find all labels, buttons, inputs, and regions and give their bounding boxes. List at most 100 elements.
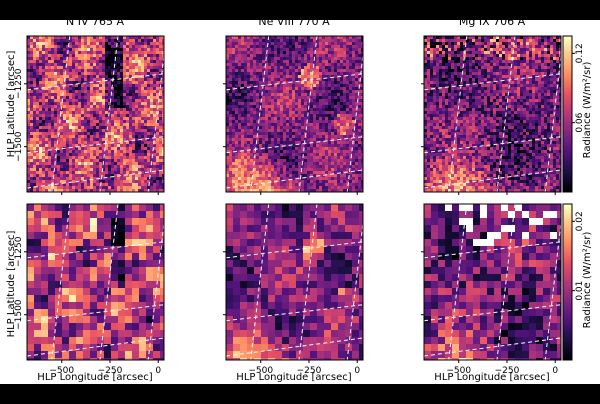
heat-cell [442,45,445,48]
heat-cell [358,96,361,99]
heat-cell [355,72,358,75]
heat-cell [316,129,319,132]
heat-cell [114,105,117,108]
heat-cell [289,147,292,150]
heat-cell [114,84,117,87]
heat-cell [126,117,129,120]
heat-cell [90,153,93,156]
heat-cell [289,180,292,183]
heat-cell [247,156,250,159]
heat-cell [69,159,72,162]
heat-cell [253,126,256,129]
heat-cell [30,162,33,165]
heat-cell [150,141,153,144]
heat-cell [259,48,262,51]
heat-cell [117,165,120,168]
heat-cell [292,54,295,57]
heat-cell [256,144,259,147]
heat-cell [304,69,307,72]
heat-cell [298,87,301,90]
heat-cell [156,174,159,177]
heat-cell [138,72,141,75]
heat-cell [69,153,72,156]
heat-cell [283,186,286,189]
heat-cell [111,57,114,60]
heat-cell [310,54,313,57]
heat-cell [334,108,337,111]
heat-cell [427,42,430,45]
heat-cell [81,129,84,132]
heat-cell [325,90,328,93]
heat-cell [45,60,48,63]
heat-cell [132,141,135,144]
heat-cell [280,78,283,81]
heat-cell [132,153,135,156]
heat-cell [129,111,132,114]
heat-cell [123,54,126,57]
heat-cell [265,141,268,144]
heat-cell [328,69,331,72]
heat-cell [51,39,54,42]
heat-cell [316,108,319,111]
heat-cell [138,87,141,90]
heat-cell [328,183,331,186]
heat-cell [295,87,298,90]
heat-cell [352,108,355,111]
heat-cell [33,114,36,117]
heat-cell [310,63,313,66]
heat-cell [54,144,57,147]
heat-cell [259,123,262,126]
heat-cell [265,171,268,174]
heat-cell [304,168,307,171]
heat-cell [81,63,84,66]
heat-cell [346,159,349,162]
heat-cell [280,57,283,60]
heat-cell [105,54,108,57]
heat-cell [229,57,232,60]
heat-cell [322,63,325,66]
heat-cell [304,186,307,189]
heat-cell [96,171,99,174]
heat-cell [337,180,340,183]
heat-cell [159,162,162,165]
heat-cell [337,48,340,51]
heat-cell [301,42,304,45]
heat-cell [229,72,232,75]
heat-cell [144,132,147,135]
heat-cell [72,153,75,156]
heat-cell [238,108,241,111]
heat-cell [42,102,45,105]
heat-cell [36,168,39,171]
heat-cell [123,42,126,45]
heat-cell [352,144,355,147]
heat-cell [247,51,250,54]
heat-cell [298,78,301,81]
heat-cell [114,72,117,75]
heat-cell [277,96,280,99]
heat-cell [316,93,319,96]
heat-cell [334,105,337,108]
heat-cell [238,69,241,72]
heat-cell [87,45,90,48]
heat-cell [81,93,84,96]
heat-cell [93,63,96,66]
heat-cell [247,168,250,171]
heat-cell [262,162,265,165]
heat-cell [138,78,141,81]
heat-cell [51,93,54,96]
heat-cell [328,84,331,87]
heat-cell [123,60,126,63]
heat-cell [235,54,238,57]
heat-cell [283,66,286,69]
heat-cell [328,144,331,147]
heat-cell [57,99,60,102]
heat-cell [69,117,72,120]
heat-cell [159,150,162,153]
colorbar-label-top: Radiance (W/m²/sr) [582,62,593,159]
heat-cell [298,162,301,165]
heat-cell [358,144,361,147]
heat-cell [93,45,96,48]
heat-cell [316,102,319,105]
heat-cell [87,156,90,159]
heat-cell [241,90,244,93]
